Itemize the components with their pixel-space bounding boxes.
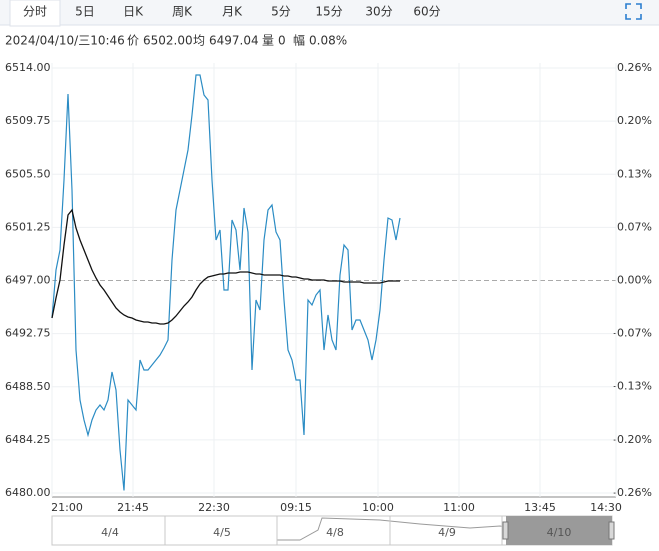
active-tab-bg: [9, 0, 61, 27]
y-tick-label: 6488.50: [5, 380, 51, 393]
x-tick-label: 21:00: [51, 501, 83, 514]
navigator-line: [277, 517, 507, 541]
tab[interactable]: 月K: [222, 5, 243, 19]
fullscreen-icon[interactable]: [625, 3, 642, 20]
y2-tick-label: -0.13%: [613, 380, 652, 393]
info-vol: 0: [278, 34, 286, 48]
info-datetime: 2024/04/10/三10:46: [5, 34, 125, 48]
info-avg-label: 均: [193, 34, 205, 48]
tab[interactable]: 30分: [365, 5, 392, 19]
tab[interactable]: 5分: [271, 5, 291, 19]
x-tick-label: 10:00: [362, 501, 394, 514]
y2-tick-label: 0.26%: [617, 61, 652, 74]
x-tick-label: 09:15: [280, 501, 312, 514]
y2-tick-label: 0.20%: [617, 114, 652, 127]
tab[interactable]: 5日: [75, 5, 95, 19]
navigator-date: 4/9: [438, 526, 456, 539]
navigator-date: 4/10: [547, 526, 572, 539]
navigator-selection[interactable]: [506, 516, 612, 545]
y-tick-label: 6501.25: [5, 220, 51, 233]
toolbar: [0, 0, 659, 25]
y2-tick-label: -0.26%: [613, 486, 652, 499]
y-tick-label: 6497.00: [5, 274, 51, 287]
x-tick-label: 22:30: [198, 501, 230, 514]
tab[interactable]: 周K: [172, 5, 193, 19]
y-tick-label: 6492.75: [5, 327, 51, 340]
y-tick-label: 6505.50: [5, 167, 51, 180]
y2-tick-label: -0.20%: [613, 433, 652, 446]
y-tick-label: 6484.25: [5, 433, 51, 446]
x-tick-label: 13:45: [524, 501, 556, 514]
x-tick-label: 14:30: [590, 501, 622, 514]
info-vol-label: 量: [262, 34, 274, 48]
y2-tick-label: 0.13%: [617, 167, 652, 180]
navigator-date: 4/4: [101, 526, 119, 539]
y2-tick-label: 0.07%: [617, 220, 652, 233]
y-tick-label: 6514.00: [5, 61, 51, 74]
price-line: [51, 74, 401, 491]
avg-line: [51, 208, 400, 325]
navigator-handle[interactable]: [608, 521, 615, 540]
y-tick-label: 6509.75: [5, 114, 51, 127]
y2-tick-label: 0.00%: [617, 274, 652, 287]
y-tick-label: 6480.00: [5, 486, 51, 499]
info-amp-label: 幅: [293, 33, 305, 48]
info-amp: 0.08%: [309, 34, 347, 48]
navigator-date: 4/8: [326, 526, 344, 539]
x-tick-label: 11:00: [443, 501, 475, 514]
tab[interactable]: 分时: [23, 5, 47, 19]
navigator-handle[interactable]: [502, 521, 509, 540]
info-price-label: 价: [127, 34, 139, 48]
x-tick-label: 21:45: [117, 501, 149, 514]
y2-tick-label: -0.07%: [613, 327, 652, 340]
tab[interactable]: 15分: [315, 5, 342, 19]
tab[interactable]: 日K: [123, 5, 144, 19]
navigator-date: 4/5: [213, 526, 231, 539]
tab[interactable]: 60分: [413, 5, 440, 19]
info-price: 6502.00: [143, 34, 193, 48]
info-avg: 6497.04: [209, 34, 259, 48]
